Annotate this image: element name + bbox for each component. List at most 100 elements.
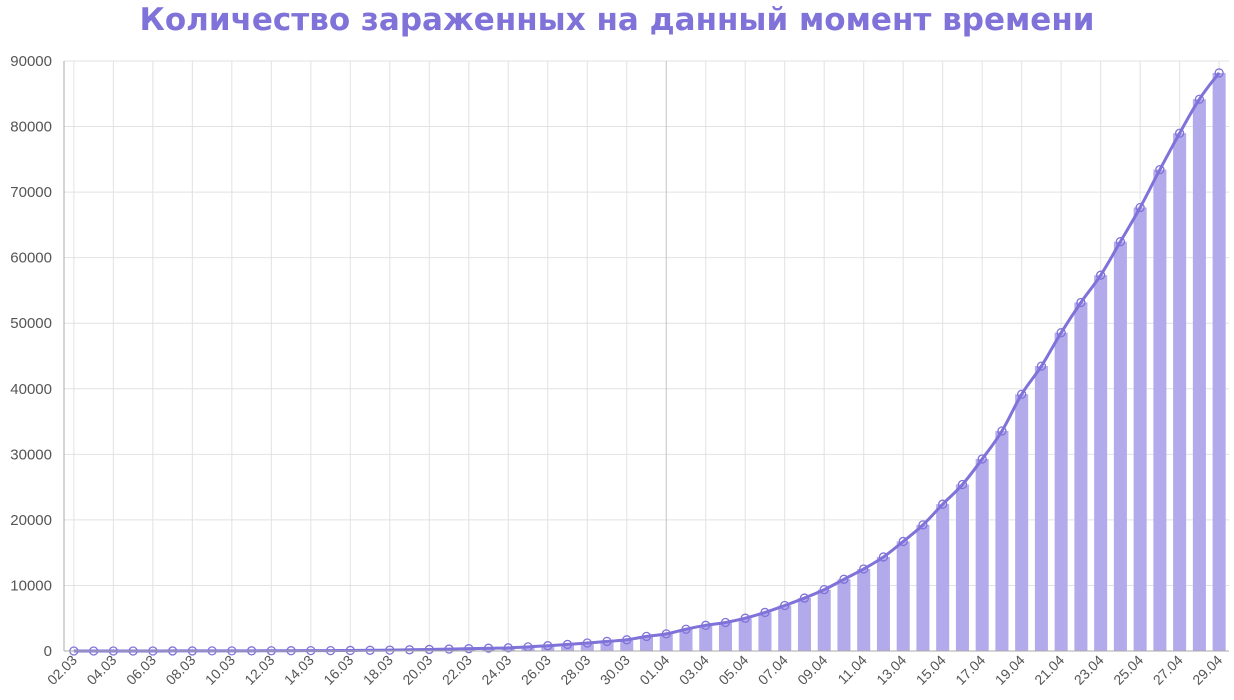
data-point (780, 600, 790, 611)
x-tick-label: 24.03 (478, 652, 514, 688)
x-tick-label: 15.04 (913, 652, 949, 688)
bar (699, 625, 713, 651)
data-point (641, 631, 652, 642)
bar (541, 645, 555, 651)
data-point (345, 645, 355, 656)
y-tick-label: 90000 (10, 53, 52, 70)
x-tick-label: 21.04 (1031, 652, 1067, 688)
x-tick-label: 26.03 (518, 652, 554, 688)
data-point (799, 593, 810, 603)
data-point (1214, 68, 1224, 78)
x-tick-label: 10.03 (202, 652, 238, 688)
data-point (1194, 94, 1205, 104)
y-tick-label: 40000 (10, 381, 52, 398)
x-tick-label: 11.04 (834, 652, 870, 688)
bar (1153, 169, 1167, 651)
x-tick-label: 20.03 (399, 652, 435, 688)
data-point (562, 639, 573, 650)
x-tick-label: 17.04 (952, 652, 988, 688)
x-tick-label: 30.03 (597, 652, 633, 688)
data-point (1115, 237, 1126, 247)
data-point (701, 620, 711, 630)
data-point (1155, 164, 1165, 175)
data-point (1056, 328, 1066, 338)
bar (778, 605, 792, 651)
data-point (957, 479, 968, 490)
y-tick-label: 60000 (10, 250, 52, 267)
data-point (1174, 128, 1185, 138)
bar (639, 636, 654, 651)
bar (738, 618, 752, 651)
bar (1054, 332, 1068, 651)
bar (679, 629, 693, 651)
bar (620, 639, 634, 651)
data-point (1096, 270, 1106, 280)
data-point (1017, 389, 1027, 399)
data-point (503, 643, 513, 653)
bar (916, 524, 930, 651)
data-point (740, 613, 750, 623)
data-point (997, 426, 1007, 436)
bar (521, 646, 535, 651)
data-point (1135, 202, 1145, 213)
bar (1173, 133, 1187, 652)
x-tick-labels: 02.03 04.03 06.03 08.03 10.03 12.03 14.03 16.03… (44, 652, 1225, 688)
y-tick-label: 20000 (10, 512, 52, 529)
y-tick-label: 70000 (10, 184, 52, 201)
data-point (365, 645, 375, 655)
data-point (859, 564, 869, 574)
x-tick-label: 28.03 (557, 652, 593, 688)
y-tick-label: 50000 (10, 315, 52, 332)
x-tick-label: 23.04 (1071, 652, 1107, 688)
data-point (760, 607, 770, 618)
x-tick-label: 09.04 (794, 652, 830, 688)
bar (797, 598, 811, 651)
x-tick-label: 04.03 (83, 652, 119, 688)
y-tick-label: 0 (44, 643, 52, 660)
bar (561, 644, 575, 651)
bar (1074, 302, 1088, 651)
data-point (681, 624, 691, 634)
bar (1015, 394, 1029, 651)
bar (718, 622, 732, 651)
chart-title: Количество зараженных на данный момент в… (139, 2, 1095, 38)
bar (936, 504, 950, 651)
grid (64, 60, 1229, 652)
bar (995, 431, 1009, 651)
bar (896, 541, 910, 651)
x-tick-label: 13.04 (873, 652, 909, 688)
bar (1094, 275, 1108, 651)
data-point (819, 585, 829, 595)
data-point (1036, 361, 1047, 371)
bar (501, 647, 515, 651)
data-point (661, 629, 671, 639)
data-point (444, 644, 454, 654)
x-tick-label: 25.04 (1110, 652, 1146, 688)
data-point (1076, 297, 1086, 308)
data-point (404, 645, 415, 655)
data-point (839, 574, 849, 584)
data-point (602, 636, 612, 647)
y-tick-label: 10000 (10, 577, 52, 594)
bars (67, 72, 1226, 652)
data-point (977, 454, 987, 464)
y-tick-label: 80000 (10, 119, 52, 136)
bar (600, 641, 614, 651)
bar (975, 458, 989, 651)
x-tick-label: 08.03 (162, 652, 198, 688)
bar (1133, 207, 1147, 651)
data-point (938, 499, 948, 509)
bar (1034, 366, 1048, 651)
bar (876, 556, 890, 651)
x-tick-label: 27.04 (1150, 652, 1186, 688)
data-point (898, 536, 908, 547)
bar (758, 612, 772, 651)
bar (1212, 72, 1226, 652)
x-tick-label: 07.04 (755, 652, 791, 688)
data-point (543, 641, 553, 651)
data-point (385, 645, 395, 655)
x-tick-label: 05.04 (715, 652, 751, 688)
data-point (918, 520, 928, 530)
x-tick-label: 18.03 (360, 652, 396, 688)
data-point (720, 617, 731, 628)
